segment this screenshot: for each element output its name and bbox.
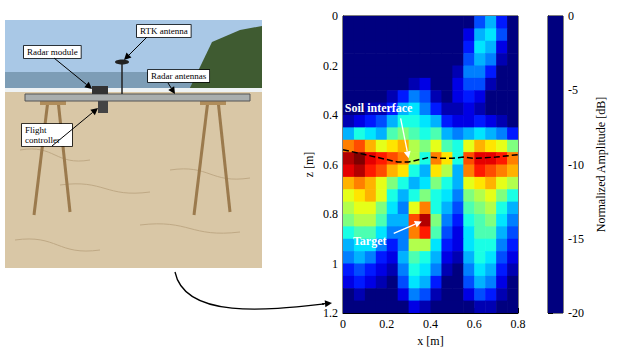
svg-text:0.8: 0.8	[323, 207, 338, 221]
svg-text:-5: -5	[568, 83, 578, 97]
svg-text:0.2: 0.2	[379, 317, 394, 331]
svg-text:0.4: 0.4	[323, 108, 338, 122]
svg-text:0: 0	[340, 317, 346, 331]
svg-text:-10: -10	[568, 158, 584, 172]
svg-text:0.6: 0.6	[467, 317, 482, 331]
svg-text:1: 1	[332, 257, 338, 271]
svg-text:0.6: 0.6	[323, 158, 338, 172]
svg-text:-20: -20	[568, 306, 584, 320]
svg-text:Radar antennas: Radar antennas	[151, 71, 207, 81]
svg-text:0.2: 0.2	[323, 59, 338, 73]
svg-text:Target: Target	[353, 234, 387, 248]
svg-text:controller: controller	[25, 135, 60, 145]
svg-text:Soil interface: Soil interface	[345, 101, 413, 115]
svg-text:0: 0	[568, 9, 574, 23]
svg-text:x [m]: x [m]	[417, 334, 443, 348]
svg-text:-15: -15	[568, 232, 584, 246]
svg-text:1.2: 1.2	[323, 306, 338, 320]
svg-text:0.8: 0.8	[511, 317, 526, 331]
svg-text:Flight: Flight	[25, 125, 49, 135]
svg-text:0.4: 0.4	[423, 317, 438, 331]
svg-text:Normalized Amplitude [dB]: Normalized Amplitude [dB]	[594, 97, 608, 232]
svg-text:RTK antenna: RTK antenna	[140, 26, 188, 36]
svg-text:0: 0	[332, 9, 338, 23]
svg-text:z [m]: z [m]	[302, 152, 316, 178]
svg-text:Radar module: Radar module	[27, 47, 78, 57]
